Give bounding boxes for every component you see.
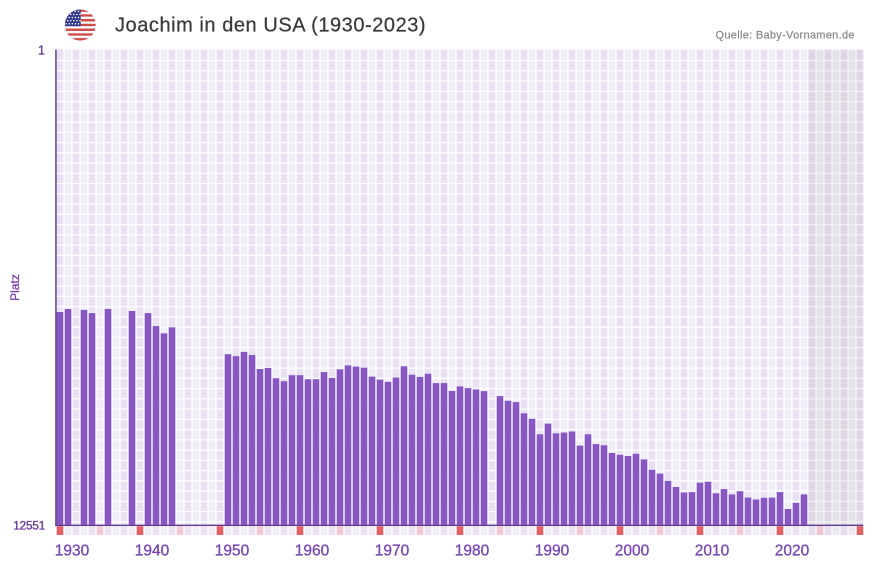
svg-text:Platz: Platz <box>8 274 22 301</box>
svg-text:Quelle: Baby-Vornamen.de: Quelle: Baby-Vornamen.de <box>716 29 855 41</box>
svg-text:1950: 1950 <box>215 543 250 560</box>
svg-text:Joachim in den USA (1930-2023): Joachim in den USA (1930-2023) <box>115 15 426 37</box>
svg-text:2020: 2020 <box>775 543 810 560</box>
svg-text:1980: 1980 <box>455 543 490 560</box>
svg-text:2010: 2010 <box>695 543 730 560</box>
svg-text:12551: 12551 <box>13 518 45 532</box>
svg-text:1: 1 <box>38 43 45 57</box>
svg-text:1970: 1970 <box>375 543 410 560</box>
svg-text:1960: 1960 <box>295 543 330 560</box>
svg-text:1940: 1940 <box>135 543 170 560</box>
svg-text:1990: 1990 <box>535 543 570 560</box>
svg-text:1930: 1930 <box>55 543 90 560</box>
svg-text:2000: 2000 <box>615 543 650 560</box>
